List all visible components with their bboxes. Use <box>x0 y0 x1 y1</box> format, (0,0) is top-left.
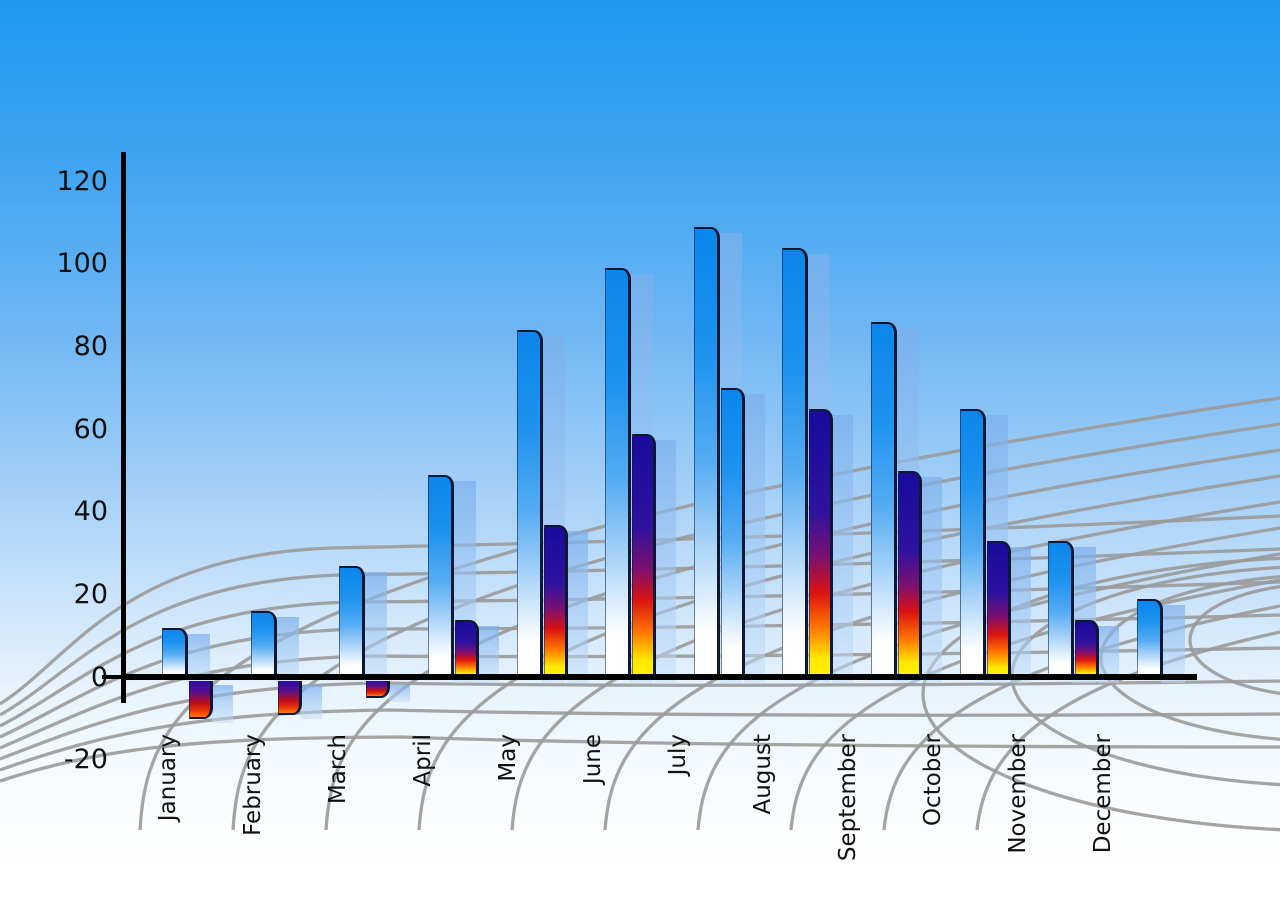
bar-september-secondary <box>898 470 923 678</box>
bar-july-primary <box>693 226 720 678</box>
y-tick-label--20: -20 <box>63 744 108 776</box>
bar-june-secondary <box>632 433 657 678</box>
y-axis-line <box>121 152 126 703</box>
bar-may-primary <box>516 330 543 678</box>
bar-shadow-march-secondary <box>389 684 411 703</box>
bar-february-primary <box>250 611 277 678</box>
bar-september-primary <box>871 322 898 678</box>
x-tick-label-july: July <box>665 734 691 776</box>
x-axis-line <box>121 674 1197 680</box>
x-tick-label-november: November <box>1005 734 1031 854</box>
bar-october-secondary <box>986 541 1011 678</box>
y-tick-label-100: 100 <box>56 248 108 280</box>
y-tick-label-20: 20 <box>73 578 108 610</box>
mesh-line <box>138 396 1280 831</box>
y-tick-label-120: 120 <box>56 165 108 197</box>
x-tick-label-august: August <box>750 734 776 815</box>
bar-october-primary <box>959 408 986 678</box>
mesh-line <box>0 679 1280 761</box>
bar-shadow-december-primary <box>1161 604 1186 684</box>
x-tick-label-january: January <box>155 734 181 822</box>
bar-shadow-march-primary <box>363 571 388 684</box>
bar-june-primary <box>605 268 632 678</box>
bar-shadow-november-secondary <box>1098 625 1120 684</box>
x-tick-label-september: September <box>835 734 861 862</box>
bar-shadow-july-secondary <box>743 394 765 684</box>
bar-may-secondary <box>543 524 568 678</box>
bar-january-primary <box>162 627 188 678</box>
bar-november-primary <box>1048 541 1075 678</box>
y-tick-label-80: 80 <box>73 330 108 362</box>
bar-shadow-february-secondary <box>300 684 322 719</box>
bar-shadow-september-secondary <box>921 476 943 684</box>
bar-shadow-august-secondary <box>832 414 854 684</box>
bar-january-secondary <box>189 680 213 719</box>
x-tick-label-march: March <box>325 734 351 805</box>
mesh-arc <box>921 556 1280 832</box>
x-tick-label-february: February <box>240 734 266 836</box>
x-tick-label-april: April <box>410 734 436 787</box>
bar-february-secondary <box>277 680 302 715</box>
mesh-line <box>789 578 1280 831</box>
bar-shadow-october-secondary <box>1009 547 1031 684</box>
bar-july-secondary <box>720 388 745 678</box>
zero-tick-mark <box>102 675 121 679</box>
bar-april-primary <box>427 474 454 678</box>
bar-december-primary <box>1137 598 1164 678</box>
x-tick-label-june: June <box>580 734 606 785</box>
bar-shadow-february-primary <box>274 617 299 684</box>
bar-august-primary <box>782 247 809 678</box>
bar-shadow-april-secondary <box>477 625 499 684</box>
x-tick-label-december: December <box>1090 734 1116 854</box>
bar-november-secondary <box>1075 619 1100 678</box>
bar-shadow-january-secondary <box>212 684 233 723</box>
bar-shadow-june-secondary <box>655 439 677 684</box>
y-tick-label-60: 60 <box>73 413 108 445</box>
x-tick-label-october: October <box>920 734 946 827</box>
x-tick-label-may: May <box>495 734 521 782</box>
bar-march-secondary <box>366 680 391 699</box>
bar-march-primary <box>339 565 366 678</box>
mesh-line <box>0 735 1280 783</box>
bar-shadow-may-secondary <box>566 530 588 684</box>
bar-august-secondary <box>809 408 834 678</box>
y-tick-label-40: 40 <box>73 496 108 528</box>
mesh-arc <box>1188 585 1280 695</box>
y-tick-label-0: 0 <box>90 661 108 693</box>
bar-april-secondary <box>454 619 479 678</box>
